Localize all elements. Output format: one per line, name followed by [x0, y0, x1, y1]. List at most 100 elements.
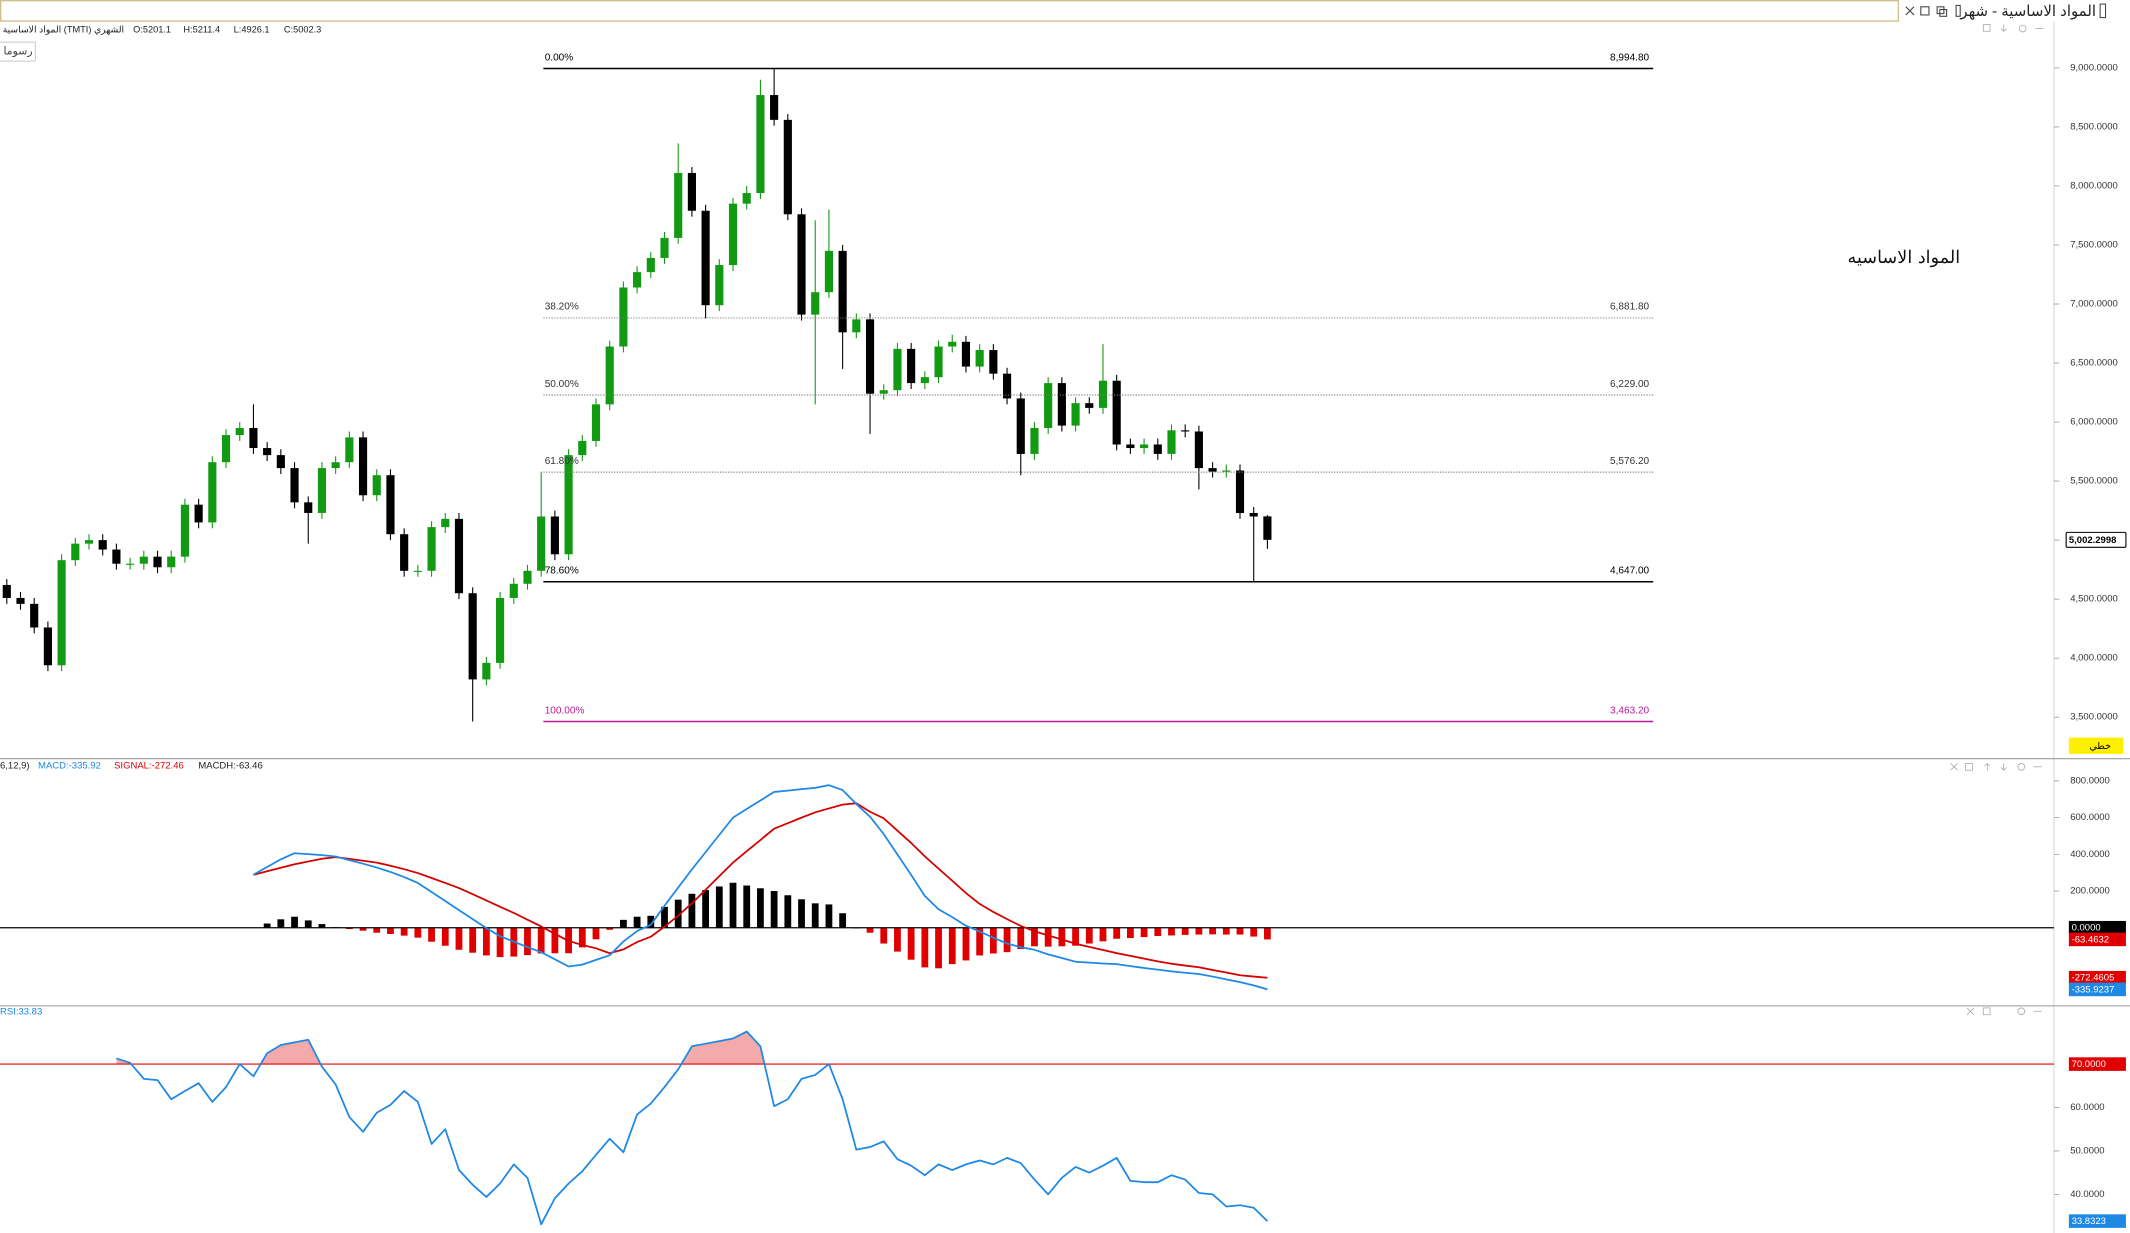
histogram-bar: [921, 927, 929, 968]
y-tick-label: 3,500.0000: [2070, 712, 2118, 723]
y-tick-label: 40.0000: [2070, 1189, 2104, 1200]
legend-macd: MACD:-335.92: [38, 761, 101, 772]
legend-histogram: MACDH:-63.46: [198, 761, 262, 772]
value-tag: [2068, 982, 2126, 997]
y-tick-label: 5,500.0000: [2070, 476, 2118, 487]
candle-body: [454, 518, 464, 594]
histogram-bar: [400, 927, 408, 936]
candle-body: [331, 462, 340, 469]
candle-body: [1098, 380, 1108, 408]
fib-level: 61.80%: [545, 456, 579, 467]
value-tag-label: 33.8323: [2072, 1216, 2106, 1227]
panel-control[interactable]: [2000, 24, 2007, 32]
histogram-bar: [455, 927, 463, 950]
panel-control[interactable]: [1982, 1007, 1991, 1016]
fib-price: 8,994.80: [1610, 52, 1650, 63]
candle-body: [1249, 512, 1258, 517]
histogram-bar: [1181, 927, 1189, 935]
y-tick-label: 200.0000: [2070, 886, 2110, 897]
panel-control[interactable]: [1982, 24, 1991, 32]
candle-body: [1002, 373, 1012, 399]
candle-body: [358, 437, 368, 496]
drawings-button[interactable]: [0, 41, 36, 62]
candle-body: [1126, 444, 1135, 449]
panel-controls[interactable]: [1950, 24, 2044, 1016]
candle-body: [756, 95, 765, 194]
candle-body: [386, 475, 395, 535]
histogram-bar: [1072, 927, 1079, 946]
histogram-bar: [1058, 927, 1066, 947]
histogram-bar: [524, 927, 531, 956]
panel-control[interactable]: [1965, 763, 1973, 771]
histogram-bar: [661, 906, 668, 928]
macd-line: [253, 784, 1268, 991]
fib-price: 5,576.20: [1610, 456, 1650, 467]
candle-body: [290, 468, 299, 503]
candle-body: [194, 504, 203, 523]
histogram-bar: [825, 904, 833, 928]
candle-body: [304, 502, 313, 513]
panel-control[interactable]: [1984, 762, 1991, 771]
close-button[interactable]: [1905, 6, 1915, 16]
window-buttons[interactable]: [1905, 4, 1961, 17]
panel-control[interactable]: [1950, 763, 1958, 771]
histogram-bar: [798, 899, 805, 928]
overbought-tag: [2068, 1057, 2126, 1071]
histogram-bar: [291, 916, 298, 928]
candle-body: [30, 603, 39, 628]
candle-body: [112, 549, 121, 564]
candle-body: [509, 583, 518, 598]
histogram-bar: [1017, 927, 1025, 950]
histogram-bar: [414, 927, 422, 938]
candle-body: [468, 593, 477, 680]
histogram-bar: [578, 927, 586, 948]
histogram-bar: [715, 886, 723, 928]
histogram-bar: [1222, 927, 1230, 935]
histogram-bar: [359, 927, 367, 931]
histogram-bar: [592, 927, 600, 940]
panel-control[interactable]: [2017, 763, 2026, 771]
candle-body: [646, 257, 655, 273]
candle-body: [728, 203, 738, 266]
candle-body: [934, 346, 943, 378]
restore-button[interactable]: [1936, 6, 1945, 15]
candle-body: [907, 348, 916, 384]
fib-level: 0.00%: [545, 52, 574, 63]
histogram-bar: [1168, 927, 1175, 936]
panel-control[interactable]: [2018, 24, 2027, 33]
candle-body: [920, 377, 929, 384]
histogram-bar: [894, 927, 901, 952]
histogram-bar: [1264, 927, 1271, 940]
candle-body: [852, 319, 861, 333]
candle-body: [1222, 470, 1231, 472]
drawings-button-label[interactable]: رسوما: [4, 45, 33, 57]
candle-body: [2, 584, 11, 598]
watermark: المواد الاساسيه: [1848, 248, 1961, 268]
candle-body: [674, 172, 683, 238]
candle-body: [619, 287, 628, 347]
panel-control[interactable]: [1966, 1007, 1975, 1015]
candle-body: [413, 570, 422, 572]
value-tag-label: 0.0000: [2072, 923, 2101, 934]
candle-body: [180, 504, 189, 557]
candle-body: [564, 455, 573, 555]
panel-control[interactable]: [2000, 763, 2007, 771]
value-tag: [2068, 1214, 2126, 1228]
candle-body: [126, 563, 135, 565]
maximize-button[interactable]: [1920, 6, 1930, 16]
candle-body: [605, 346, 614, 405]
y-tick-label: 8,000.0000: [2070, 180, 2118, 191]
scale-button[interactable]: [2068, 737, 2124, 754]
candle-body: [633, 272, 642, 288]
panel-control[interactable]: [2017, 1007, 2026, 1016]
y-tick-label: 7,000.0000: [2070, 299, 2118, 310]
y-tick-label: 9,000.0000: [2070, 62, 2118, 73]
candle-body: [427, 527, 436, 571]
legend-params: 6,12,9): [0, 761, 30, 772]
histogram-bar: [907, 927, 915, 960]
candle-body: [811, 292, 820, 315]
histogram-bar: [688, 893, 696, 928]
